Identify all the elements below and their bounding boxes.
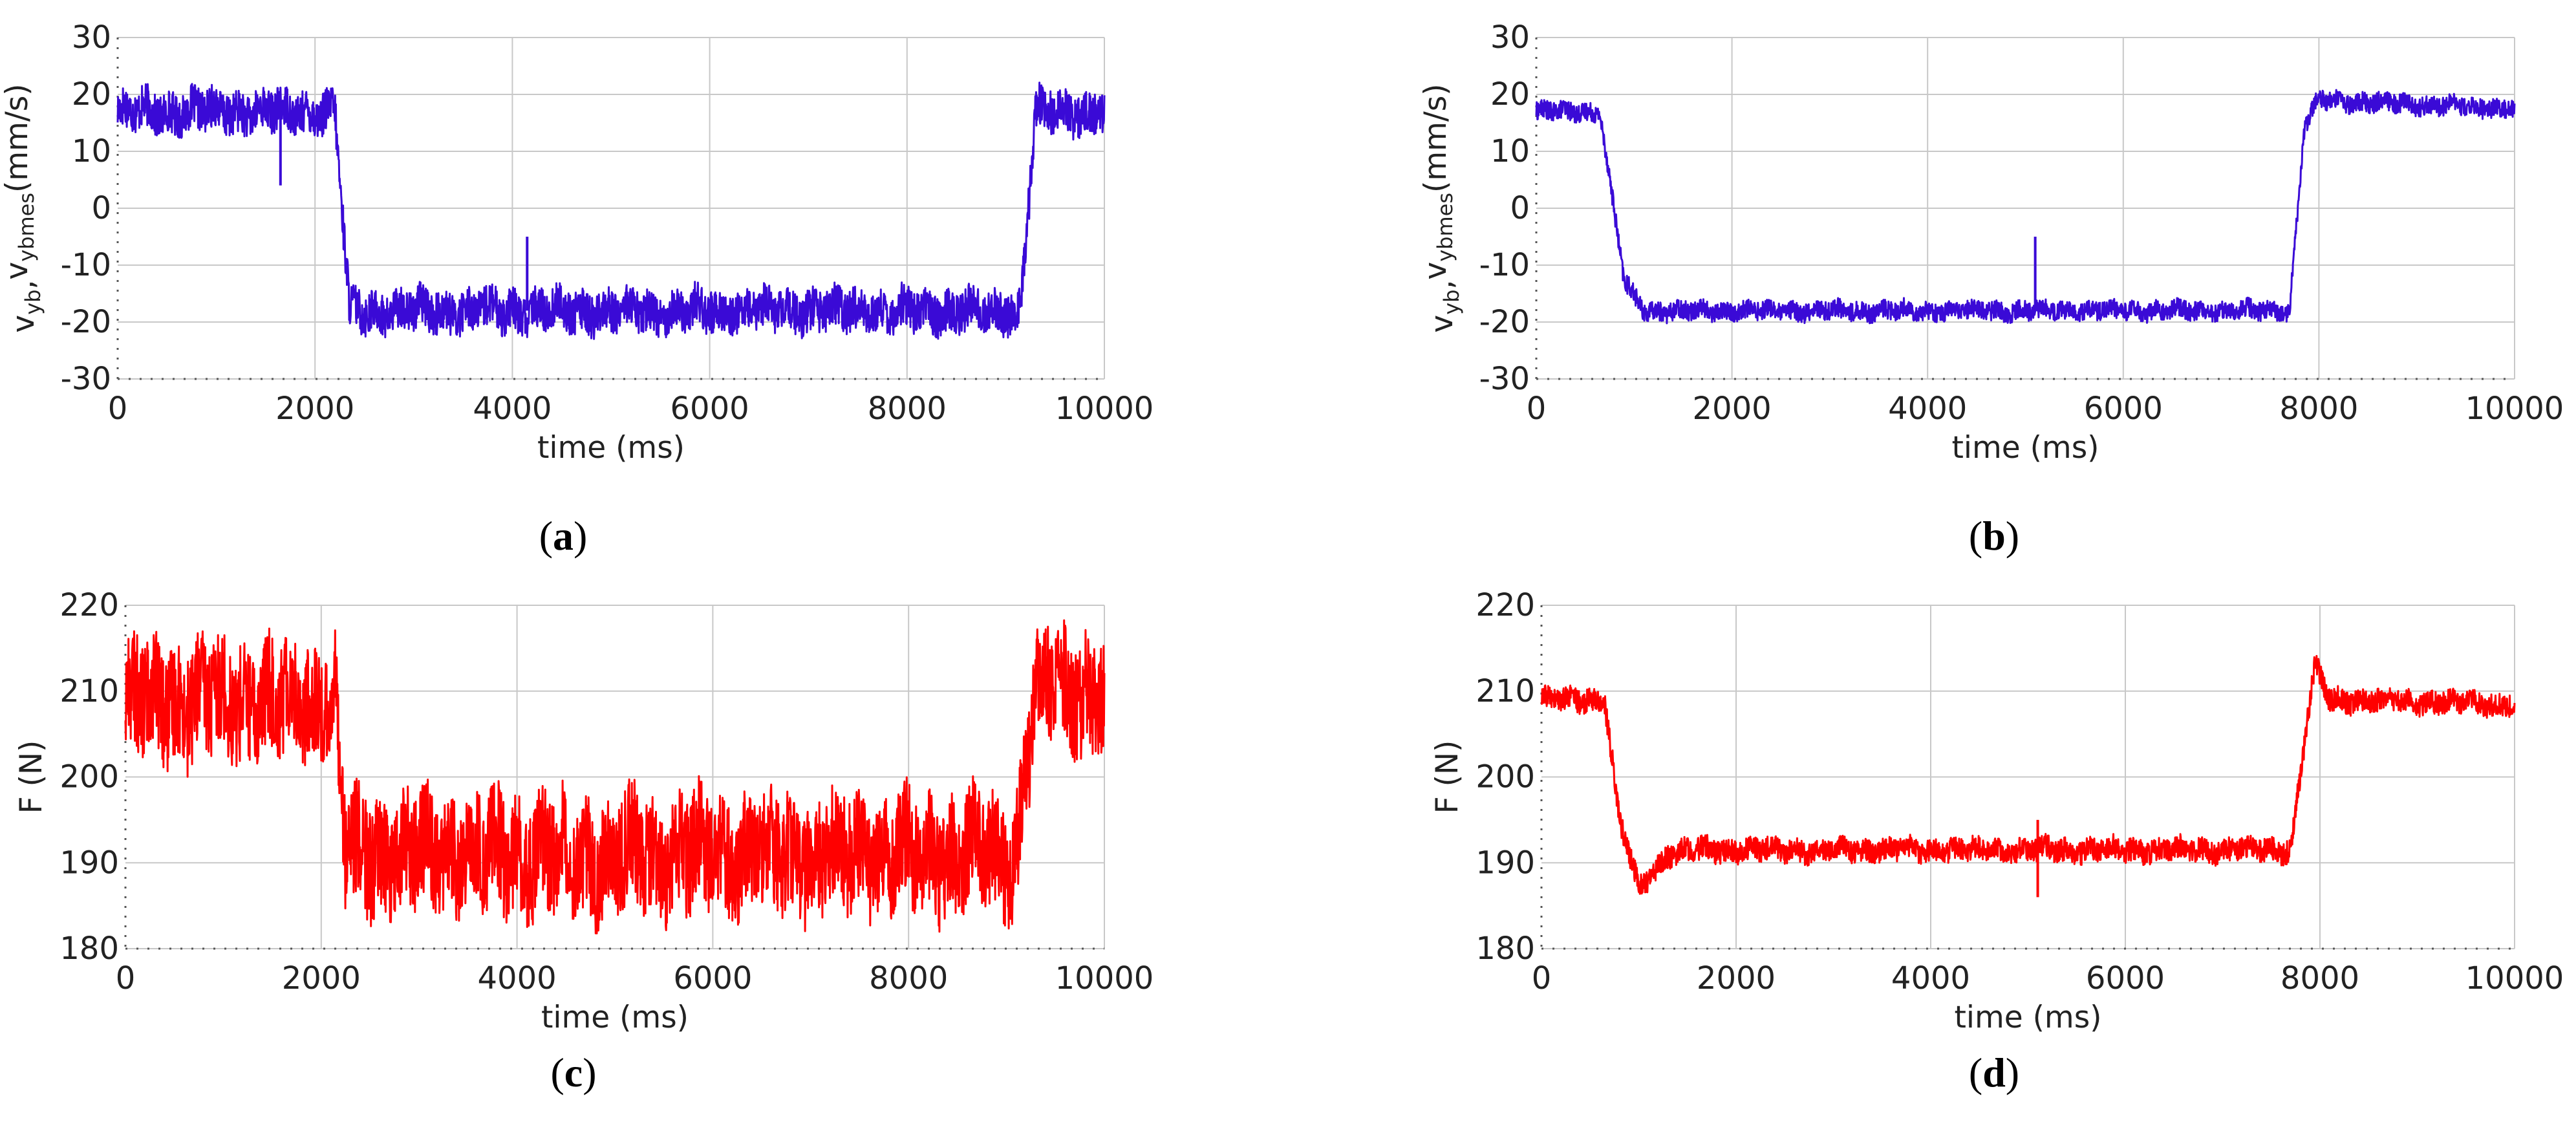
panel-label: (a) <box>539 513 588 559</box>
x-tick-label: 10000 <box>1055 391 1154 427</box>
y-tick-label: 180 <box>1476 931 1535 967</box>
y-tick-label: 220 <box>59 587 119 623</box>
series-line <box>116 81 1106 340</box>
y-axis-label: F (N) <box>1430 740 1465 814</box>
x-axis-label: time (ms) <box>537 430 685 466</box>
y-tick-label: 210 <box>1476 673 1535 709</box>
x-tick-label: 0 <box>116 960 136 996</box>
series-line <box>124 619 1106 934</box>
y-tick-label: 10 <box>72 133 111 169</box>
y-tick-label: 20 <box>72 76 111 113</box>
panel-label: (b) <box>1969 513 2019 559</box>
y-tick-label: 0 <box>1510 190 1530 226</box>
x-tick-label: 0 <box>1532 960 1552 996</box>
panel-d: 0 2000 4000 6000 8000 10000 220 210 200 190 180 tim… <box>1430 587 2564 1095</box>
y-tick-label: 200 <box>1476 759 1535 795</box>
x-tick-label: 8000 <box>868 391 947 427</box>
x-tick-label: 6000 <box>671 391 749 427</box>
x-tick-label: 6000 <box>673 960 752 996</box>
x-axis-label: time (ms) <box>1951 430 2099 466</box>
panel-b: 0 2000 4000 6000 8000 10000 30 20 10 0 -10 -20 -30 ti… <box>1418 19 2564 559</box>
x-tick-label: 4000 <box>473 391 552 427</box>
x-axis-label: time (ms) <box>1954 1000 2101 1035</box>
x-tick-label: 2000 <box>282 960 361 996</box>
panel-a: 0 2000 4000 6000 8000 10000 30 20 10 0 -10 -20 -30 ti… <box>0 19 1154 559</box>
y-tick-label: 220 <box>1476 587 1535 623</box>
x-tick-label: 6000 <box>2086 960 2165 996</box>
x-tick-label: 8000 <box>869 960 948 996</box>
y-tick-label: -30 <box>1479 361 1530 397</box>
x-axis-label: time (ms) <box>541 1000 689 1035</box>
y-axis-label: F (N) <box>14 740 49 814</box>
y-tick-label: 180 <box>59 931 119 967</box>
series-line <box>1535 89 2516 325</box>
y-tick-label: -10 <box>1479 247 1530 283</box>
x-tick-label: 0 <box>1527 391 1547 427</box>
y-tick-label: -30 <box>61 361 111 397</box>
panel-label: (d) <box>1969 1050 2019 1095</box>
x-tick-label: 4000 <box>478 960 557 996</box>
panel-c: 0 2000 4000 6000 8000 10000 220 210 200 190 180 tim… <box>14 587 1154 1095</box>
x-tick-label: 0 <box>108 391 128 427</box>
y-tick-label: -10 <box>61 247 111 283</box>
y-tick-label: 200 <box>59 759 119 795</box>
x-tick-label: 10000 <box>2465 391 2564 427</box>
x-tick-label: 2000 <box>275 391 354 427</box>
y-tick-label: 210 <box>59 673 119 709</box>
y-tick-label: 20 <box>1490 76 1530 113</box>
x-tick-label: 4000 <box>1891 960 1970 996</box>
y-tick-label: 10 <box>1490 133 1530 169</box>
x-tick-label: 10000 <box>1055 960 1154 996</box>
y-tick-label: -20 <box>61 304 111 340</box>
y-tick-label: 190 <box>59 845 119 881</box>
y-tick-label: 0 <box>91 190 111 226</box>
x-tick-label: 2000 <box>1697 960 1776 996</box>
y-tick-label: -20 <box>1479 304 1530 340</box>
x-tick-label: 8000 <box>2281 960 2359 996</box>
y-tick-label: 30 <box>72 19 111 56</box>
x-tick-label: 2000 <box>1693 391 1772 427</box>
y-tick-label: 30 <box>1490 19 1530 56</box>
y-axis-label: vyb,vybmes(mm/s) <box>0 83 45 332</box>
y-axis-label: vyb,vybmes(mm/s) <box>1418 83 1464 332</box>
x-tick-label: 6000 <box>2084 391 2163 427</box>
x-tick-label: 10000 <box>2465 960 2564 996</box>
panel-label: (c) <box>550 1050 596 1095</box>
x-tick-label: 8000 <box>2279 391 2358 427</box>
series-line <box>1540 654 2516 895</box>
y-tick-label: 190 <box>1476 845 1535 881</box>
x-tick-label: 4000 <box>1888 391 1967 427</box>
